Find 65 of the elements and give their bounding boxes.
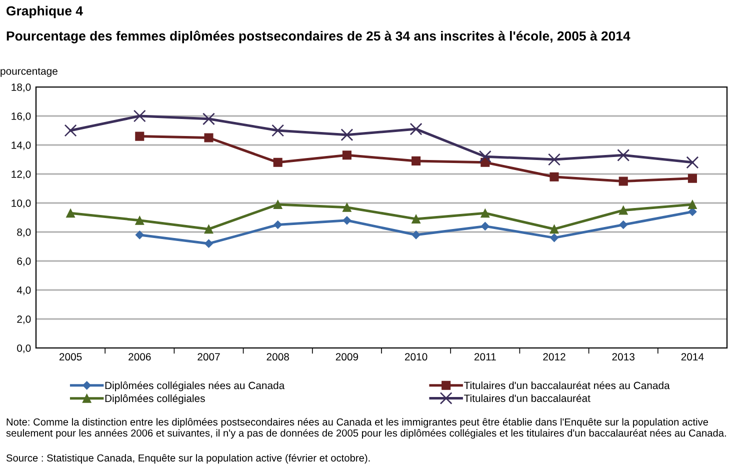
- point: [66, 208, 76, 218]
- legend-label: Titulaires d'un baccalauréat nées au Canada: [464, 381, 670, 390]
- chart-subtitle: Pourcentage des femmes diplômées postsecondaires de 25 à 34 ans inscrites à l'école, 2005 à 2014: [6, 30, 630, 44]
- y-tick-label: 6,0: [17, 258, 31, 266]
- point: [550, 234, 559, 242]
- point: [274, 220, 282, 230]
- point: [686, 156, 699, 169]
- point: [273, 158, 282, 167]
- point: [548, 153, 560, 166]
- point: [550, 172, 559, 182]
- point: [135, 132, 144, 141]
- point: [480, 222, 490, 230]
- point: [412, 156, 421, 166]
- point: [204, 133, 214, 142]
- point: [342, 202, 352, 212]
- legend-label: Diplômées collégiales nées au Canada: [105, 381, 285, 392]
- text: Note: Comme la distinction entre les diplômées postsecondaires nées au Canada et les immigrantes peut être établie dans l'Enquête sur la population active seulement pour les années 2006 et suivantes, il n'y a pas de données de 2005 pour les diplômées collégiales et les titulaires d'un baccalauréat nées au Canada.: [6, 418, 726, 439]
- source-note: Source : Statistique Canada, Enquête sur la population active (février et octobre).: [6, 454, 370, 464]
- point: [618, 176, 628, 186]
- x-tick-label: 2012: [543, 353, 566, 361]
- y-tick-label: 8,0: [17, 228, 31, 238]
- legend-label: Diplômées collégiales: [105, 394, 205, 404]
- point: [64, 124, 77, 137]
- point: [342, 216, 352, 225]
- point: [480, 208, 490, 218]
- point: [617, 148, 630, 162]
- x-tick-label: 2007: [198, 353, 220, 361]
- y-tick-label: 0,0: [17, 344, 31, 354]
- y-tick-label: 12,0: [12, 170, 31, 180]
- x-tick-label: 2006: [128, 353, 151, 361]
- x-tick-label: 2014: [681, 353, 704, 361]
- legend-label: Titulaires d'un baccalauréat: [464, 394, 590, 402]
- x-tick-label: 2008: [266, 353, 289, 361]
- point: [412, 230, 420, 240]
- x-tick-label: 2013: [612, 353, 634, 361]
- point: [272, 124, 284, 137]
- x-tick-label: 2005: [59, 353, 82, 361]
- point: [273, 200, 282, 209]
- y-tick-label: 4,0: [16, 286, 31, 296]
- point: [619, 220, 628, 230]
- point: [133, 110, 146, 122]
- point: [204, 239, 214, 248]
- point: [202, 112, 215, 126]
- point: [412, 214, 421, 224]
- y-tick-label: 18,0: [12, 84, 31, 92]
- point: [135, 230, 144, 240]
- point: [204, 224, 214, 234]
- point: [135, 216, 144, 225]
- point: [478, 150, 492, 163]
- point: [688, 174, 697, 183]
- point: [550, 224, 559, 234]
- y-tick-label: 2,0: [17, 316, 31, 324]
- x-tick-label: 2010: [404, 353, 428, 361]
- y-tick-label: 16,0: [12, 112, 31, 122]
- y-tick-label: 14,0: [12, 142, 31, 150]
- y-tick-label: 10,0: [12, 200, 31, 208]
- point: [340, 128, 354, 142]
- point: [618, 206, 628, 215]
- point: [688, 200, 697, 209]
- point: [410, 122, 422, 136]
- x-tick-label: 2009: [336, 353, 358, 361]
- chart-title: Graphique 4: [6, 6, 83, 18]
- y-axis-title: pourcentage: [0, 68, 58, 77]
- point: [342, 150, 352, 160]
- x-tick-label: 2011: [474, 353, 496, 361]
